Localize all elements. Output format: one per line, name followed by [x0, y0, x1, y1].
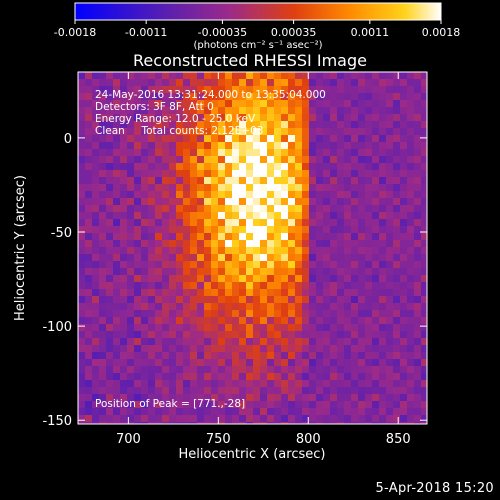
- y-tick-label: -50: [51, 226, 72, 241]
- colorbar-tick-label: 0.0018: [422, 26, 461, 39]
- x-tick-label: 800: [296, 432, 321, 447]
- colorbar-tick-label: 0.00035: [271, 26, 317, 39]
- info-annotations: 24-May-2016 13:31:24.000 to 13:35:04.000…: [95, 89, 326, 137]
- peak-position-label: Position of Peak = [771.,-28]: [95, 398, 245, 410]
- colorbar: -0.0018 -0.0011 -0.00035 0.00035 0.0011 0.001…: [54, 2, 460, 51]
- y-tick-label: 0: [64, 132, 72, 147]
- colorbar-tick-label: -0.00035: [198, 26, 247, 39]
- colorbar-gradient: [74, 2, 442, 21]
- info-line: Clean Total counts: 2.12E+03: [95, 125, 264, 137]
- colorbar-ticks: -0.0018 -0.0011 -0.00035 0.00035 0.0011 0.001…: [54, 20, 460, 39]
- colorbar-unit-label: (photons cm⁻² s⁻¹ asec⁻²): [193, 40, 322, 51]
- x-tick-label: 850: [386, 432, 411, 447]
- plot-frame: [77, 71, 428, 425]
- x-tick-label: 750: [206, 432, 231, 447]
- x-axis-label: Heliocentric X (arcsec): [179, 447, 326, 462]
- axis-ticks: 700 750 800 850 0 -50 -100 -150: [42, 72, 427, 447]
- footer-date: 5-Apr-2018 15:20: [375, 481, 494, 496]
- y-tick-label: -150: [42, 414, 72, 429]
- colorbar-tick-label: 0.0011: [351, 26, 390, 39]
- info-line: Detectors: 3F 8F, Att 0: [95, 101, 214, 113]
- colorbar-tick-label: -0.0011: [125, 26, 167, 39]
- x-tick-label: 700: [116, 432, 141, 447]
- heatmap-image: [78, 72, 427, 424]
- colorbar-tick-label: -0.0018: [54, 26, 96, 39]
- info-line: 24-May-2016 13:31:24.000 to 13:35:04.000: [95, 89, 326, 101]
- chart-title: Reconstructed RHESSI Image: [133, 51, 367, 70]
- info-line: Energy Range: 12.0 - 25.0 keV: [95, 113, 256, 125]
- y-axis-label: Heliocentric Y (arcsec): [13, 175, 28, 321]
- y-tick-label: -100: [42, 320, 72, 335]
